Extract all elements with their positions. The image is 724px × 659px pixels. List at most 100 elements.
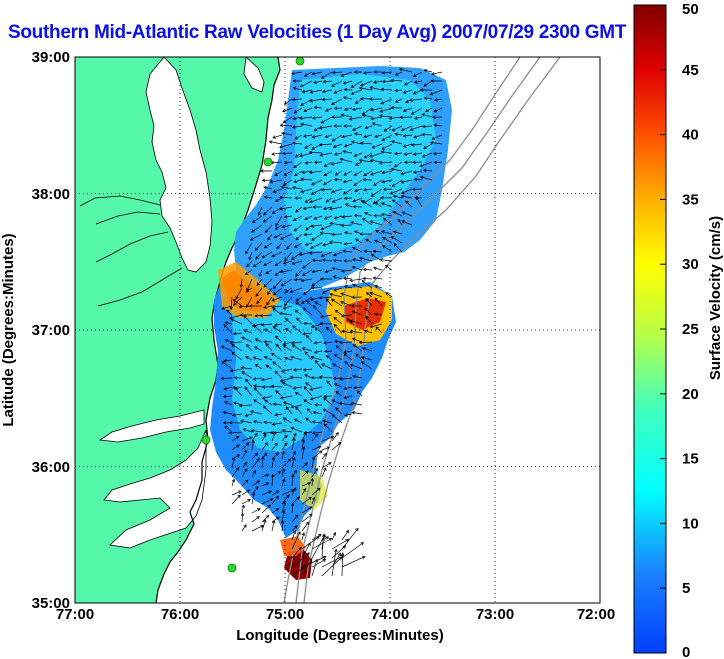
velocity-arrow xyxy=(292,116,303,121)
velocity-arrow xyxy=(222,410,233,415)
velocity-arrow xyxy=(330,98,343,105)
velocity-arrow xyxy=(353,70,363,74)
velocity-arrow xyxy=(310,376,323,380)
colorbar-tick-label: 45 xyxy=(682,62,699,79)
velocity-arrow xyxy=(419,161,433,168)
velocity-arrow xyxy=(318,125,333,130)
colorbar-tick-label: 0 xyxy=(682,644,690,659)
velocity-arrow xyxy=(399,115,413,120)
velocity-arrow xyxy=(378,161,393,165)
velocity-arrow xyxy=(304,242,313,246)
colorbar-ticks: 0 5 10 15 20 25 30 35 40 45 50 xyxy=(660,1,699,659)
velocity-arrow xyxy=(294,170,303,176)
velocity-arrow xyxy=(343,87,353,92)
velocity-arrow xyxy=(241,442,250,451)
velocity-arrow xyxy=(423,96,433,100)
velocity-arrow xyxy=(272,278,283,290)
velocity-arrow xyxy=(311,278,323,287)
velocity-field xyxy=(210,66,452,580)
velocity-arrow xyxy=(261,473,270,478)
velocity-arrow xyxy=(256,278,263,286)
velocity-arrow xyxy=(405,200,413,208)
velocity-arrow xyxy=(380,202,393,208)
velocity-arrow xyxy=(249,410,263,415)
velocity-arrow xyxy=(342,96,353,100)
colorbar-tick-label: 20 xyxy=(682,386,699,403)
velocity-arrow xyxy=(313,80,323,84)
velocity-arrow xyxy=(229,314,243,320)
velocity-arrow xyxy=(331,197,343,203)
velocity-arrow xyxy=(291,186,303,190)
velocity-arrow xyxy=(304,161,313,165)
velocity-arrow xyxy=(261,498,274,505)
velocity-arrow xyxy=(302,260,313,269)
albemarle-sound xyxy=(98,409,205,443)
velocity-arrow xyxy=(313,105,323,110)
velocity-arrow xyxy=(373,312,383,316)
velocity-arrow xyxy=(302,368,313,372)
velocity-arrow xyxy=(400,125,413,132)
velocity-arrow xyxy=(354,238,363,244)
velocity-arrow xyxy=(241,467,248,478)
velocity-arrow xyxy=(397,218,403,226)
velocity-arrow xyxy=(350,304,363,308)
velocity-arrow xyxy=(371,122,383,127)
velocity-arrow xyxy=(250,224,263,233)
velocity-arrow xyxy=(332,275,343,280)
velocity-arrow xyxy=(331,115,343,119)
velocity-arrow xyxy=(261,455,265,469)
velocity-arrow xyxy=(300,98,313,106)
velocity-arrow xyxy=(246,343,253,352)
velocity-arrow xyxy=(369,158,383,163)
velocity-arrow xyxy=(294,134,303,140)
velocity-arrow xyxy=(252,356,263,361)
velocity-arrow xyxy=(304,215,313,220)
x-tick-label: 76:00 xyxy=(161,606,199,623)
velocity-arrow xyxy=(309,197,323,204)
velocity-arrow xyxy=(281,494,290,505)
velocity-arrow xyxy=(323,394,333,399)
velocity-arrow xyxy=(431,71,443,76)
velocity-arrow xyxy=(255,287,263,297)
velocity-arrow xyxy=(369,291,383,298)
velocity-arrow xyxy=(390,140,403,145)
velocity-arrow xyxy=(343,231,353,235)
velocity-arrow xyxy=(295,269,303,277)
velocity-arrow xyxy=(248,304,262,308)
velocity-arrow xyxy=(261,514,270,523)
velocity-arrow xyxy=(271,456,276,469)
velocity-arrow xyxy=(274,335,283,343)
velocity-arrow xyxy=(279,311,293,316)
y-tick-label: 36:00 xyxy=(32,459,70,476)
velocity-arrow xyxy=(362,218,373,226)
velocity-arrow xyxy=(343,242,353,246)
velocity-arrow xyxy=(431,115,443,119)
velocity-arrow xyxy=(280,185,293,190)
velocity-arrow xyxy=(393,161,403,168)
velocity-arrow xyxy=(301,170,313,174)
velocity-arrow xyxy=(270,431,283,435)
velocity-arrow xyxy=(369,152,383,158)
velocity-arrow xyxy=(390,105,403,110)
velocity-arrow xyxy=(314,403,323,407)
velocity-arrow xyxy=(326,380,333,388)
velocity-arrow xyxy=(308,251,323,255)
velocity-arrow xyxy=(269,179,283,184)
velocity-arrow xyxy=(333,251,343,257)
velocity-arrow xyxy=(311,71,323,76)
velocity-arrow xyxy=(251,525,265,532)
velocity-arrow xyxy=(342,249,353,253)
velocity-arrow xyxy=(292,325,303,334)
velocity-arrow xyxy=(372,80,383,84)
velocity-arrow xyxy=(229,341,243,345)
velocity-arrow xyxy=(320,71,333,79)
velocity-arrow xyxy=(223,386,233,391)
velocity-arrow xyxy=(384,265,393,271)
velocity-arrow xyxy=(353,152,363,157)
velocity-arrow xyxy=(378,114,393,118)
velocity-arrow xyxy=(279,233,293,240)
velocity-arrow xyxy=(309,386,323,391)
velocity-arrow xyxy=(323,397,333,406)
velocity-arrow xyxy=(352,125,363,131)
velocity-arrow xyxy=(385,292,393,298)
